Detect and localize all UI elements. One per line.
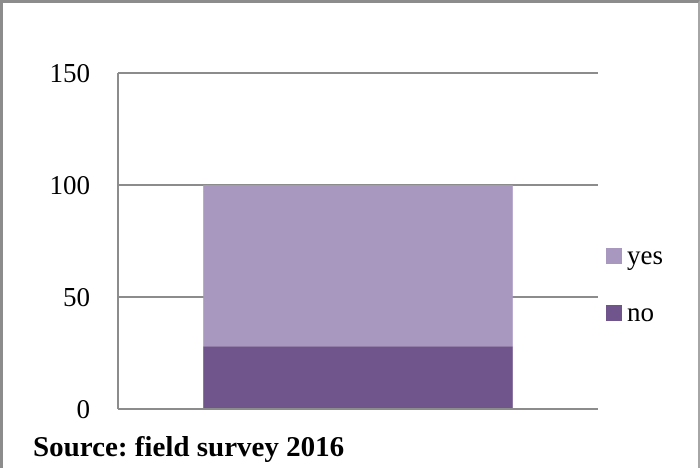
y-tick-label-50: 50 xyxy=(63,282,90,312)
y-tick-label-150: 150 xyxy=(50,58,91,88)
axes xyxy=(117,73,598,410)
legend: yes no xyxy=(606,240,663,327)
bar-segment-no xyxy=(203,346,513,409)
y-tick-label-100: 100 xyxy=(50,170,91,200)
source-note: Source: field survey 2016 xyxy=(33,431,345,463)
legend-swatch-yes xyxy=(606,248,622,264)
legend-swatch-no xyxy=(606,305,622,321)
y-tick-label-0: 0 xyxy=(77,394,91,424)
bar-segments xyxy=(203,185,513,409)
legend-label-yes: yes xyxy=(627,240,663,270)
bar-segment-yes xyxy=(203,185,513,347)
y-tick-labels: 0 50 100 150 xyxy=(50,58,91,424)
legend-label-no: no xyxy=(627,297,654,327)
